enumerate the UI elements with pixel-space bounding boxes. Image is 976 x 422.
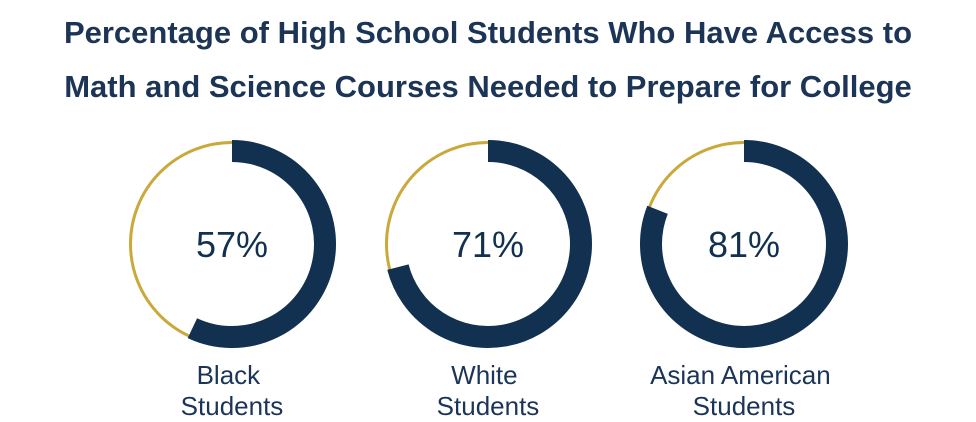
value-label: 71% <box>452 224 524 265</box>
category-label: Black Students <box>181 360 284 421</box>
category-label: Asian American Students <box>650 360 838 421</box>
value-label: 57% <box>196 224 268 265</box>
donut-arc <box>187 140 336 348</box>
chart-title: Percentage of High School Students Who H… <box>63 15 913 104</box>
donut-arc <box>387 140 592 348</box>
category-label: White Students <box>437 360 540 421</box>
value-label: 81% <box>708 224 780 265</box>
donut-arc <box>640 140 848 348</box>
